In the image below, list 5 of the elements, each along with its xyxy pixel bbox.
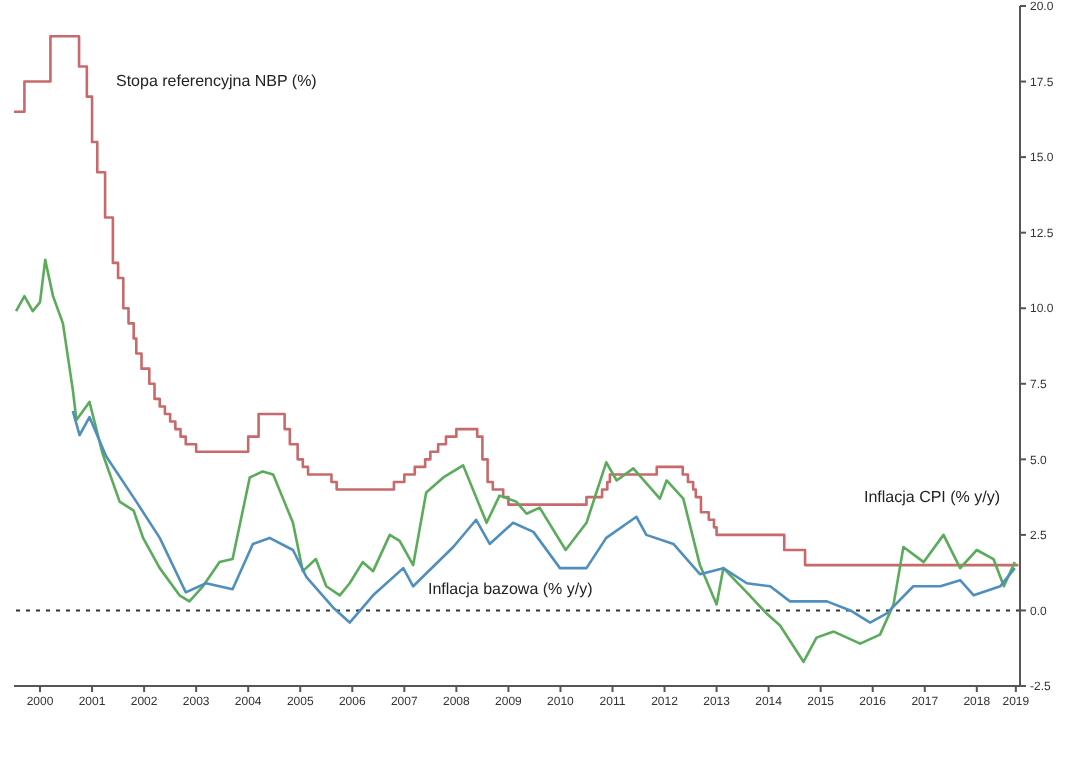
text: Inflacja CPI (% y/y) [864,488,1001,506]
line-series [71,409,1017,624]
series-label: Stopa referencyjna NBP (%) [116,72,317,90]
series-label: Inflacja bazowa (% y/y) [428,580,593,598]
line-series [14,258,1017,664]
